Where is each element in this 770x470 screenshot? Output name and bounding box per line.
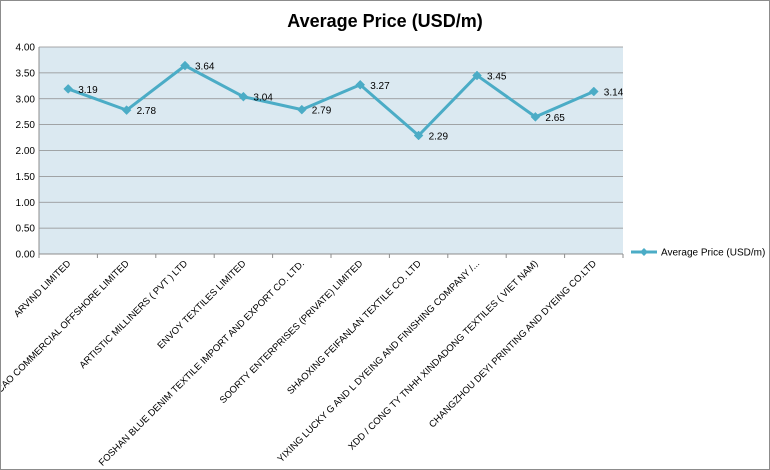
- x-tick-label: YIXING LUCKY G AND L DYEING AND FINISHIN…: [276, 258, 482, 464]
- data-point: [238, 91, 249, 102]
- y-tick-label: 1.00: [16, 198, 36, 209]
- x-tick-label: XDD / CONG TY TNHH XINDADONG TEXTILES ( …: [346, 258, 540, 452]
- legend-marker: [640, 248, 648, 256]
- series-line: [67, 64, 595, 137]
- data-point: [355, 79, 366, 90]
- data-point: [180, 60, 190, 71]
- y-tick-label: 0.00: [16, 250, 36, 261]
- y-tick-label: 3.50: [16, 68, 36, 79]
- data-point: [472, 70, 482, 81]
- data-label: 3.19: [78, 85, 98, 96]
- legend-label: Average Price (USD/m): [661, 248, 765, 259]
- data-label: 2.65: [545, 113, 565, 124]
- data-label: 2.29: [429, 131, 449, 142]
- x-tick-label: ARTISTIC MILLINERS ( PVT ) LTD: [77, 258, 190, 371]
- y-tick-label: 1.50: [16, 172, 36, 183]
- data-label: 3.45: [487, 71, 507, 82]
- data-point: [530, 112, 541, 122]
- x-tick-label: ARVIND LIMITED: [12, 258, 74, 320]
- data-point: [413, 130, 424, 141]
- data-label: 3.27: [370, 81, 390, 92]
- data-point: [588, 86, 599, 97]
- y-tick-label: 2.00: [16, 146, 36, 157]
- y-tick-label: 4.00: [16, 43, 36, 54]
- data-label: 3.64: [195, 62, 215, 73]
- data-point: [121, 105, 132, 115]
- data-point: [63, 84, 74, 94]
- x-tick-label: FOSHAN BLUE DENIM TEXTILE IMPORT AND EXP…: [97, 258, 307, 468]
- data-label: 2.78: [137, 106, 157, 117]
- chart-title: Average Price (USD/m): [287, 11, 483, 31]
- y-tick-label: 3.00: [16, 94, 36, 105]
- y-tick-label: 0.50: [16, 224, 36, 235]
- data-label: 2.79: [312, 106, 332, 117]
- data-point: [296, 104, 307, 115]
- x-tick-label: SHAOXING FEIFANLAN TEXTILE CO. LTD: [285, 258, 424, 397]
- data-label: 3.14: [604, 88, 624, 99]
- y-tick-label: 2.50: [16, 120, 36, 131]
- data-label: 3.04: [253, 93, 273, 104]
